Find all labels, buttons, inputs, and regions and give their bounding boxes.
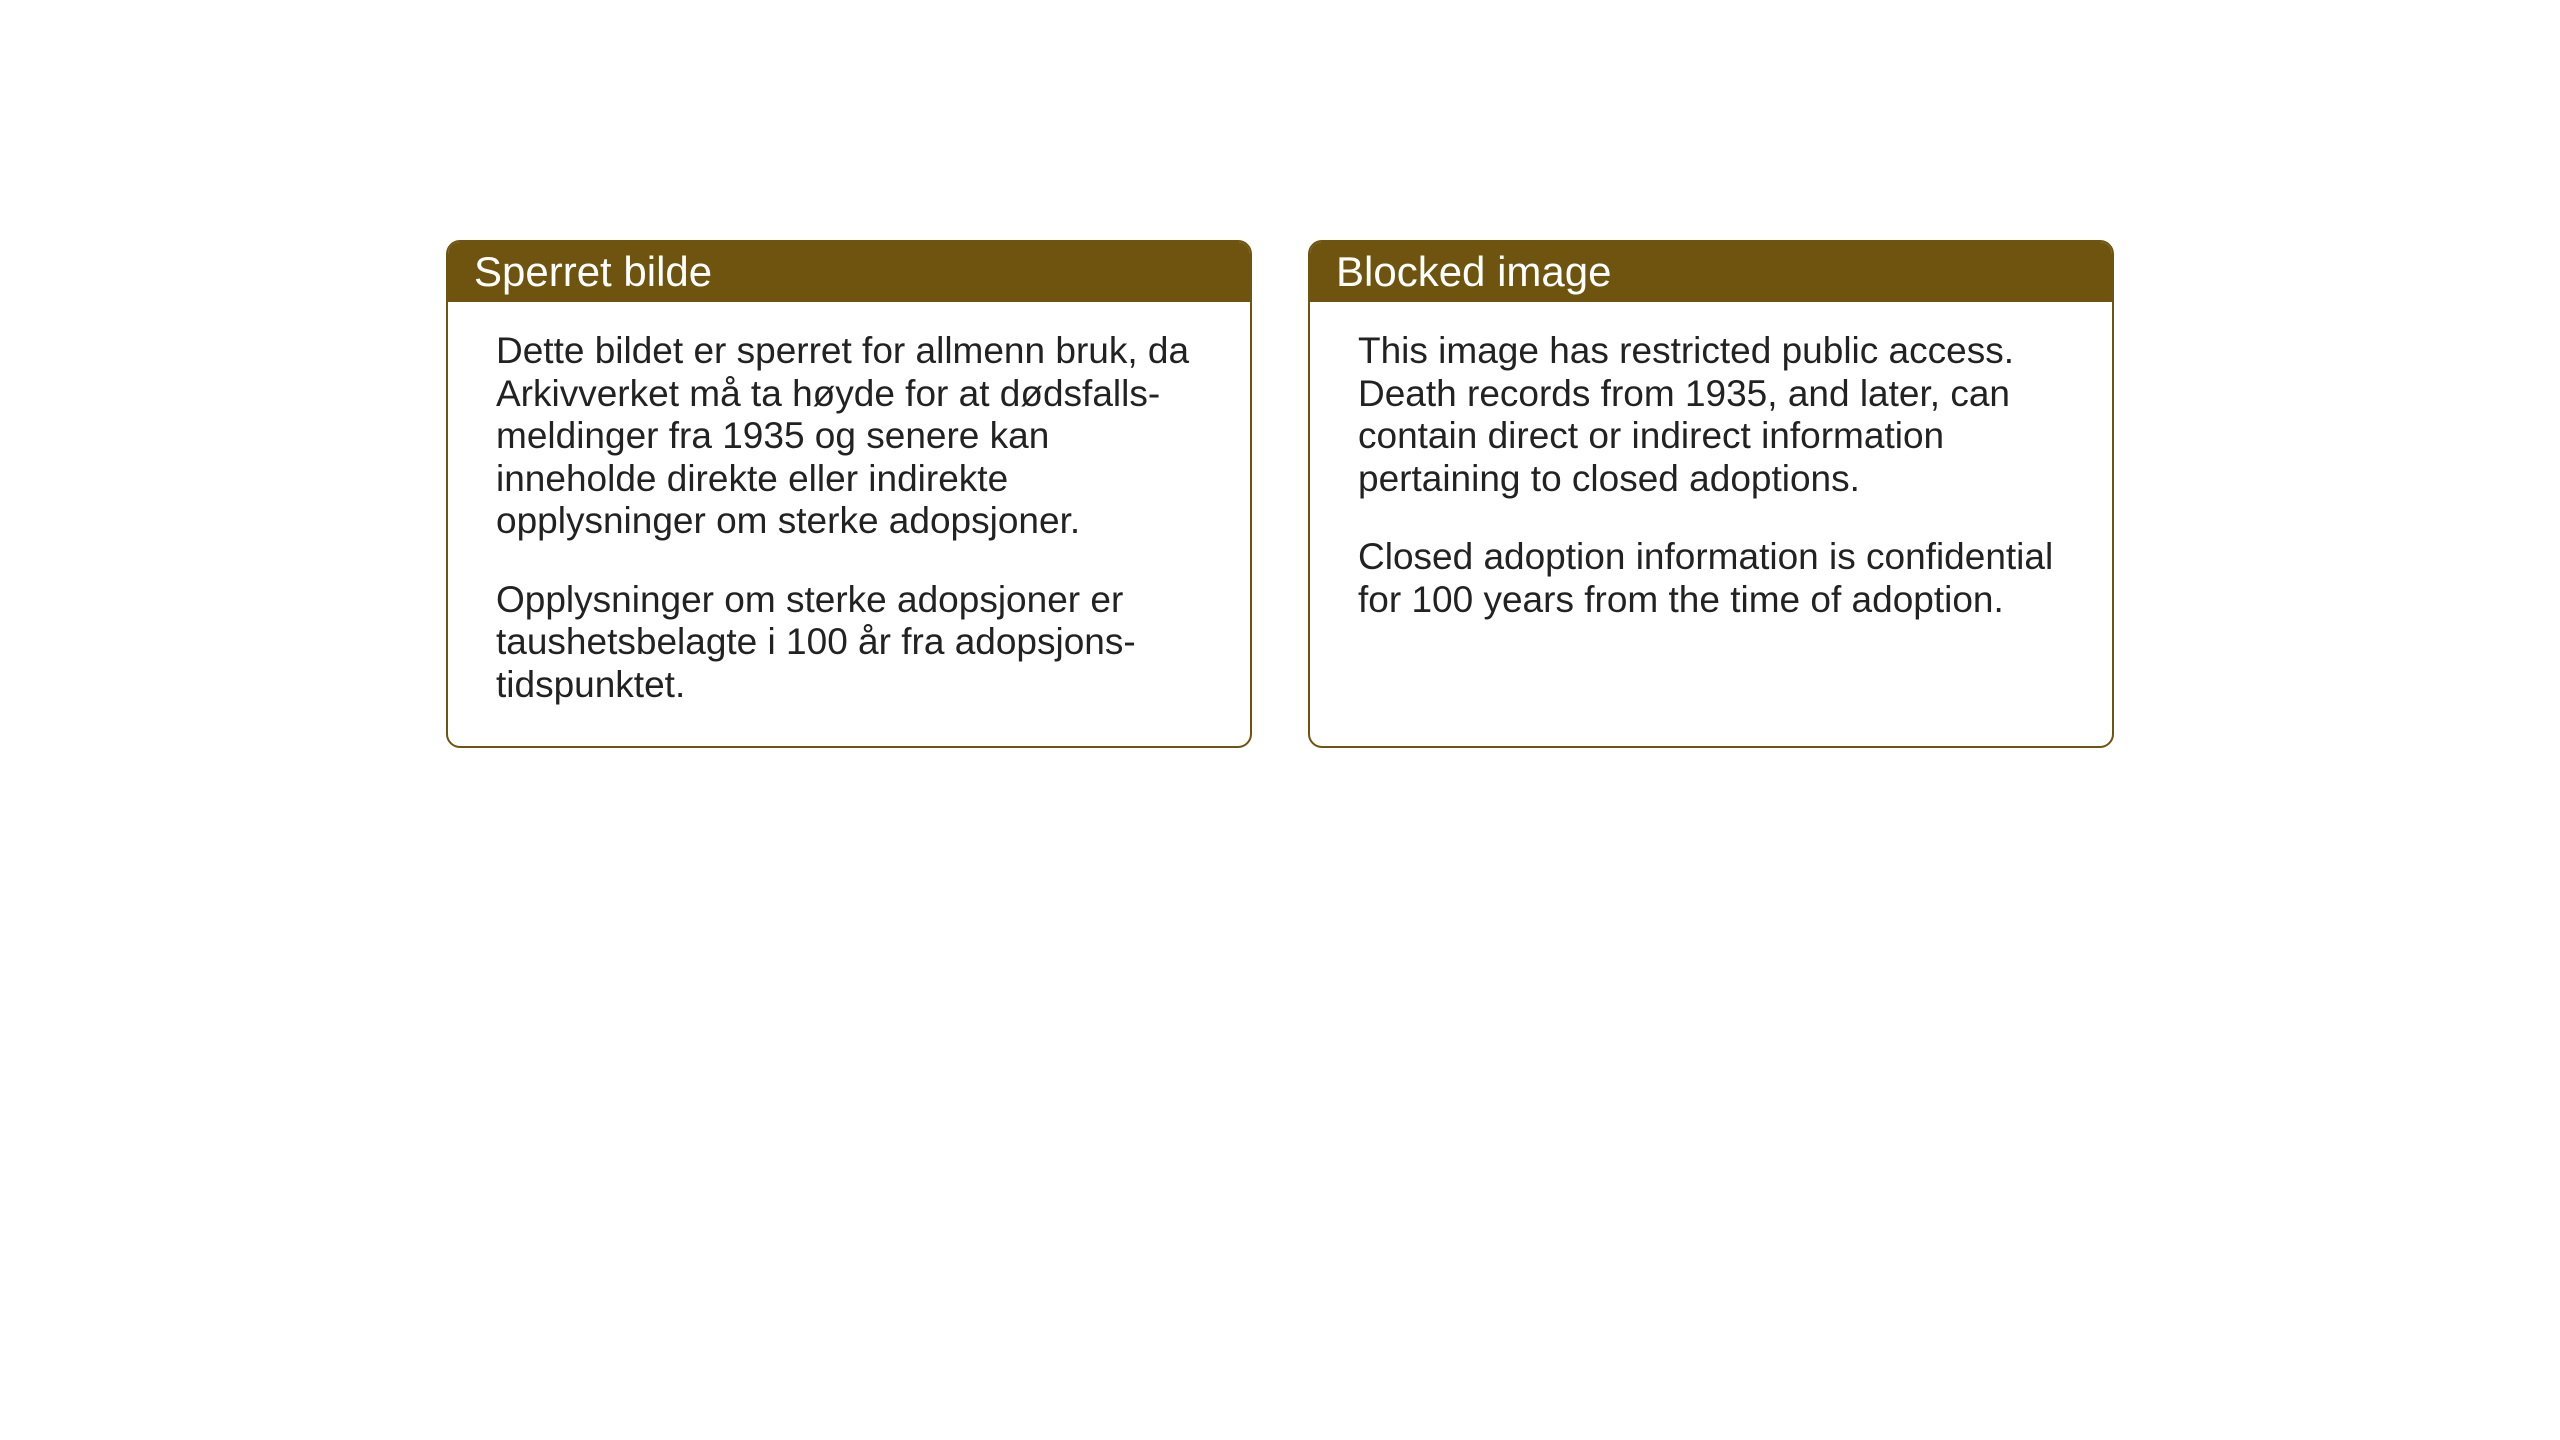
notice-body-english: This image has restricted public access.… — [1310, 302, 2112, 661]
notice-card-english: Blocked image This image has restricted … — [1308, 240, 2114, 748]
notice-header-english: Blocked image — [1310, 242, 2112, 302]
notice-paragraph2-norwegian: Opplysninger om sterke adopsjoner er tau… — [496, 579, 1202, 707]
notice-paragraph1-norwegian: Dette bildet er sperret for allmenn bruk… — [496, 330, 1202, 543]
notice-card-norwegian: Sperret bilde Dette bildet er sperret fo… — [446, 240, 1252, 748]
notice-paragraph2-english: Closed adoption information is confident… — [1358, 536, 2064, 621]
notice-body-norwegian: Dette bildet er sperret for allmenn bruk… — [448, 302, 1250, 746]
notice-title-norwegian: Sperret bilde — [474, 248, 712, 295]
notice-title-english: Blocked image — [1336, 248, 1611, 295]
notice-paragraph1-english: This image has restricted public access.… — [1358, 330, 2064, 500]
notice-container: Sperret bilde Dette bildet er sperret fo… — [446, 240, 2114, 748]
notice-header-norwegian: Sperret bilde — [448, 242, 1250, 302]
